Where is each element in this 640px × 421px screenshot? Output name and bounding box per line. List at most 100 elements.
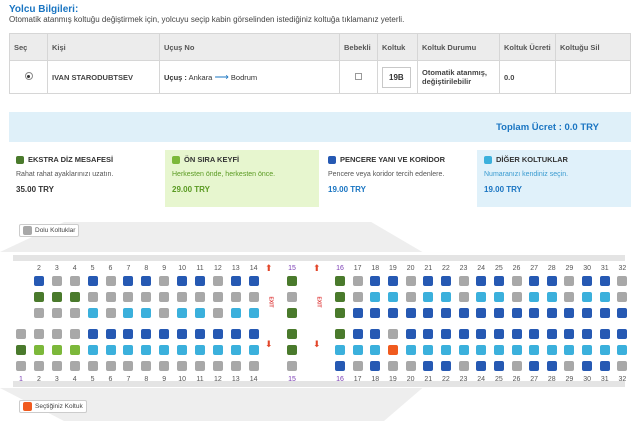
seat[interactable] — [87, 276, 98, 286]
seat[interactable] — [582, 292, 593, 302]
seat[interactable] — [69, 329, 80, 339]
seat[interactable] — [617, 361, 628, 371]
seat[interactable] — [159, 345, 170, 355]
seat[interactable] — [458, 345, 469, 355]
seat[interactable] — [511, 276, 522, 286]
seat[interactable] — [335, 329, 345, 339]
seat[interactable] — [33, 329, 44, 339]
seat[interactable] — [230, 308, 241, 318]
seat[interactable] — [617, 292, 628, 302]
seat[interactable] — [105, 329, 116, 339]
seat[interactable] — [159, 276, 170, 286]
seat[interactable] — [33, 361, 44, 371]
seat[interactable] — [335, 361, 345, 371]
seat[interactable] — [582, 345, 593, 355]
seat[interactable] — [370, 329, 381, 339]
seat[interactable] — [212, 308, 223, 318]
seat[interactable] — [387, 308, 398, 318]
seat[interactable] — [248, 292, 259, 302]
seat[interactable] — [440, 345, 451, 355]
seat[interactable] — [33, 308, 44, 318]
seat[interactable] — [87, 329, 98, 339]
seat[interactable] — [352, 329, 363, 339]
seat[interactable] — [352, 276, 363, 286]
seat[interactable] — [69, 292, 80, 302]
seat[interactable] — [195, 329, 205, 339]
infant-checkbox[interactable] — [355, 72, 362, 80]
seat[interactable] — [195, 276, 205, 286]
seat[interactable] — [248, 276, 259, 286]
seat[interactable] — [51, 345, 62, 355]
seat[interactable] — [476, 276, 487, 286]
seat[interactable] — [440, 361, 451, 371]
seat[interactable] — [599, 361, 610, 371]
seat[interactable] — [405, 361, 416, 371]
seat[interactable] — [405, 345, 416, 355]
seat[interactable] — [177, 292, 188, 302]
seat[interactable] — [440, 276, 451, 286]
seat[interactable] — [387, 292, 398, 302]
seat[interactable] — [335, 292, 345, 302]
seat[interactable] — [493, 345, 504, 355]
seat[interactable] — [105, 276, 116, 286]
seat[interactable] — [105, 361, 116, 371]
seat[interactable] — [493, 276, 504, 286]
seat[interactable] — [493, 361, 504, 371]
seat[interactable] — [546, 329, 557, 339]
seat[interactable] — [493, 292, 504, 302]
seat[interactable] — [212, 361, 223, 371]
seat[interactable] — [458, 276, 469, 286]
seat[interactable] — [599, 345, 610, 355]
seat[interactable] — [564, 361, 575, 371]
seat[interactable] — [159, 361, 170, 371]
seat[interactable] — [287, 345, 297, 355]
seat[interactable] — [476, 361, 487, 371]
seat[interactable] — [405, 276, 416, 286]
seat[interactable] — [405, 329, 416, 339]
seat[interactable] — [546, 308, 557, 318]
seat[interactable] — [230, 345, 241, 355]
seat[interactable] — [195, 361, 205, 371]
seat[interactable] — [87, 361, 98, 371]
seat[interactable] — [177, 361, 188, 371]
seat[interactable] — [87, 308, 98, 318]
seat[interactable] — [546, 361, 557, 371]
seat[interactable] — [287, 329, 297, 339]
seat[interactable] — [370, 361, 381, 371]
seat[interactable] — [599, 329, 610, 339]
seat[interactable] — [51, 361, 62, 371]
seat[interactable] — [287, 292, 297, 302]
seat[interactable] — [141, 292, 152, 302]
seat[interactable] — [511, 345, 522, 355]
seat[interactable] — [493, 308, 504, 318]
seat[interactable] — [493, 329, 504, 339]
seat[interactable] — [458, 292, 469, 302]
seat[interactable] — [617, 345, 628, 355]
seat[interactable] — [16, 361, 26, 371]
seat[interactable] — [617, 329, 628, 339]
seat[interactable] — [335, 276, 345, 286]
seat[interactable] — [212, 345, 223, 355]
seat[interactable] — [370, 292, 381, 302]
seat[interactable] — [212, 292, 223, 302]
seat[interactable] — [511, 308, 522, 318]
seat[interactable] — [212, 329, 223, 339]
seat[interactable] — [387, 361, 398, 371]
seat[interactable] — [230, 329, 241, 339]
seat[interactable] — [617, 276, 628, 286]
seat[interactable] — [370, 276, 381, 286]
seat[interactable] — [159, 308, 170, 318]
seat[interactable] — [33, 292, 44, 302]
seat[interactable] — [248, 361, 259, 371]
seat[interactable] — [33, 276, 44, 286]
seat[interactable] — [582, 329, 593, 339]
seat[interactable] — [458, 308, 469, 318]
seat[interactable] — [564, 345, 575, 355]
seat[interactable] — [529, 276, 540, 286]
seat[interactable] — [546, 276, 557, 286]
seat[interactable] — [51, 276, 62, 286]
seat[interactable] — [230, 276, 241, 286]
seat[interactable] — [105, 292, 116, 302]
seat[interactable] — [69, 361, 80, 371]
seat[interactable] — [511, 329, 522, 339]
